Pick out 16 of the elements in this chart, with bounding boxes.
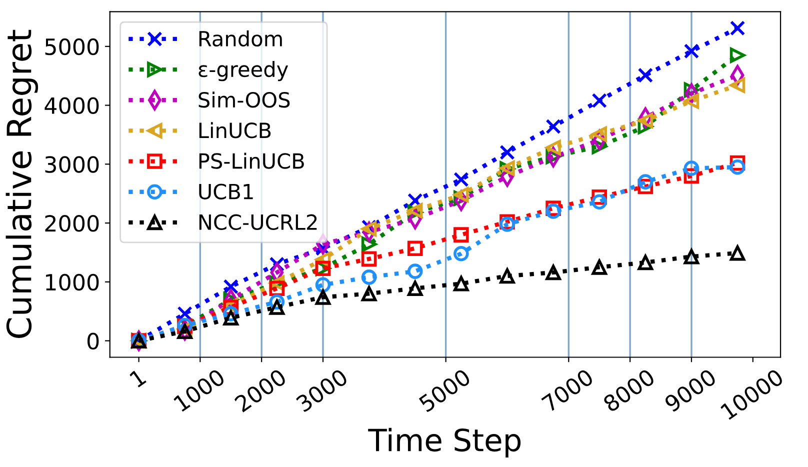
- legend-label: ε-greedy: [198, 61, 288, 82]
- y-tick-label: 1000: [46, 274, 99, 291]
- y-tick-label: 4000: [44, 97, 99, 114]
- y-axis-title: Cumulative Regret: [6, 30, 38, 338]
- x-tick-label: 1: [129, 368, 146, 388]
- legend-label: Sim-OOS: [198, 92, 290, 108]
- legend-label: NCC-UCRL2: [199, 214, 317, 230]
- y-tick-label: 0: [87, 332, 99, 350]
- x-axis-title: Time Step: [368, 428, 521, 458]
- legend-label: UCB1: [199, 184, 253, 200]
- y-tick-label: 2000: [45, 214, 99, 232]
- y-tick-label: 5000: [45, 38, 99, 56]
- legend-label: PS-LinUCB: [199, 152, 304, 169]
- legend-label: LinUCB: [199, 122, 271, 138]
- y-tick-label: 3000: [45, 156, 99, 173]
- legend-label: Random: [199, 30, 282, 47]
